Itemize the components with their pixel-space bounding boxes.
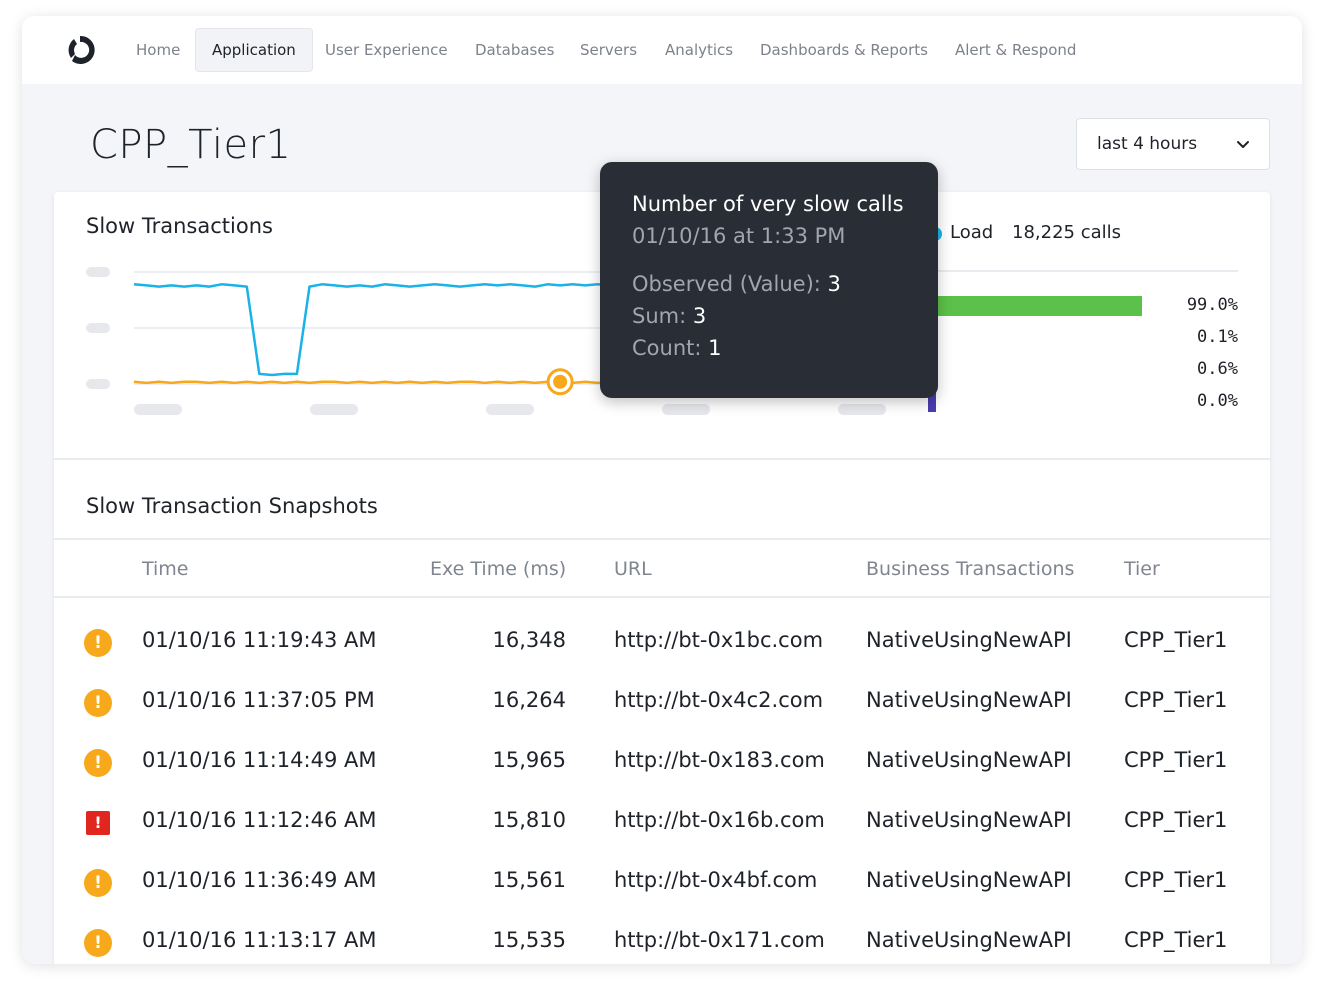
column-header-url[interactable]: URL [614,558,652,580]
cell-business-transaction[interactable]: NativeUsingNewAPI [866,868,1072,892]
cell-exe-time: 16,348 [492,628,566,652]
table-row[interactable]: ! 01/10/16 11:36:49 AM 15,561 http://bt-0x4… [54,852,1270,912]
x-tick-placeholder [486,404,534,415]
cell-business-transaction[interactable]: NativeUsingNewAPI [866,928,1072,952]
cell-exe-time: 15,965 [492,748,566,772]
column-header-exe-time[interactable]: Exe Time (ms) [430,558,567,580]
cell-exe-time: 16,264 [492,688,566,712]
tooltip-sum-value: 3 [692,304,707,328]
x-tick-placeholder [134,404,182,415]
distribution-percent: 0.0% [1197,391,1238,411]
cell-tier: CPP_Tier1 [1124,808,1228,832]
nav-databases[interactable]: Databases [475,41,555,59]
nav-alert-respond[interactable]: Alert & Respond [955,41,1077,59]
logo-icon[interactable] [62,32,98,68]
table-row[interactable]: ! 01/10/16 11:37:05 PM 16,264 http://bt-0x4… [54,672,1270,732]
table-row[interactable]: ! 01/10/16 11:14:49 AM 15,965 http://bt-0x1… [54,732,1270,792]
tooltip-sum: Sum: 3 [632,304,706,328]
nav-application[interactable]: Application [195,28,313,72]
cell-time: 01/10/16 11:12:46 AM [142,808,377,832]
tooltip-date: 01/10/16 at 1:33 PM [632,224,846,248]
top-navigation: Home Application User Experience Databas… [22,16,1302,84]
cell-tier: CPP_Tier1 [1124,628,1228,652]
table-top-divider [54,538,1270,540]
table-row[interactable]: ! 01/10/16 11:13:17 AM 15,535 http://bt-0x1… [54,912,1270,964]
cell-tier: CPP_Tier1 [1124,868,1228,892]
column-header-business-transactions[interactable]: Business Transactions [866,558,1075,580]
nav-user-experience[interactable]: User Experience [325,41,448,59]
cell-url[interactable]: http://bt-0x1bc.com [614,628,824,652]
x-tick-placeholder [310,404,358,415]
warning-icon: ! [84,689,112,717]
column-header-tier[interactable]: Tier [1124,558,1160,580]
time-range-value: last 4 hours [1097,134,1198,154]
chevron-down-icon [1237,141,1249,148]
cell-business-transaction[interactable]: NativeUsingNewAPI [866,748,1072,772]
time-range-select[interactable]: last 4 hours [1076,118,1270,170]
tooltip-observed: Observed (Value): 3 [632,272,841,296]
table-row[interactable]: ! 01/10/16 11:12:46 AM 15,810 http://bt-0x1… [54,792,1270,852]
table-header-divider [54,596,1270,598]
legend-load-value: 18,225 calls [1012,222,1122,243]
cell-tier: CPP_Tier1 [1124,688,1228,712]
distribution-percent: 0.1% [1197,327,1238,347]
cell-time: 01/10/16 11:19:43 AM [142,628,377,652]
cell-time: 01/10/16 11:13:17 AM [142,928,377,952]
cell-tier: CPP_Tier1 [1124,928,1228,952]
cell-url[interactable]: http://bt-0x171.com [614,928,825,952]
cell-time: 01/10/16 11:36:49 AM [142,868,377,892]
tooltip-sum-label: Sum: [632,304,687,328]
distribution-bar[interactable] [928,296,1142,316]
slow-transactions-title: Slow Transactions [86,214,273,238]
app-window: Home Application User Experience Databas… [22,16,1302,964]
cell-url[interactable]: http://bt-0x16b.com [614,808,825,832]
column-header-time[interactable]: Time [142,558,189,580]
warning-icon: ! [84,929,112,957]
tooltip-title: Number of very slow calls [632,192,904,216]
legend-divider [928,270,1238,272]
cell-business-transaction[interactable]: NativeUsingNewAPI [866,628,1072,652]
table-row[interactable]: ! 01/10/16 11:19:43 AM 16,348 http://bt-0x1… [54,612,1270,672]
nav-servers[interactable]: Servers [580,41,638,59]
tooltip-count: Count: 1 [632,336,722,360]
distribution-percent: 0.6% [1197,359,1238,379]
y-tick-placeholder [86,323,110,333]
y-tick-placeholder [86,267,110,277]
warning-icon: ! [84,749,112,777]
nav-analytics[interactable]: Analytics [665,41,734,59]
page-title: CPP_Tier1 [90,122,292,168]
chart-tooltip: Number of very slow calls 01/10/16 at 1:… [600,162,938,398]
nav-home[interactable]: Home [136,41,181,59]
snapshots-title: Slow Transaction Snapshots [86,494,378,518]
warning-icon: ! [84,629,112,657]
highlight-point [553,374,568,389]
tooltip-observed-label: Observed (Value): [632,272,821,296]
cell-exe-time: 15,535 [492,928,566,952]
x-tick-placeholder [662,404,710,415]
legend-load-label: Load [950,222,994,243]
cell-url[interactable]: http://bt-0x4bf.com [614,868,818,892]
distribution-percent: 99.0% [1186,295,1238,315]
distribution-bar[interactable] [928,392,936,412]
nav-dashboards-reports[interactable]: Dashboards & Reports [760,41,928,59]
cell-url[interactable]: http://bt-0x183.com [614,748,825,772]
cell-exe-time: 15,561 [492,868,566,892]
cell-time: 01/10/16 11:14:49 AM [142,748,377,772]
tooltip-observed-value: 3 [827,272,841,296]
warning-icon: ! [84,869,112,897]
cell-time: 01/10/16 11:37:05 PM [142,688,375,712]
cell-tier: CPP_Tier1 [1124,748,1228,772]
section-divider [54,458,1270,460]
error-icon: ! [86,811,110,835]
y-tick-placeholder [86,379,110,389]
tooltip-count-label: Count: [632,336,702,360]
x-tick-placeholder [838,404,886,415]
cell-url[interactable]: http://bt-0x4c2.com [614,688,824,712]
cell-business-transaction[interactable]: NativeUsingNewAPI [866,808,1072,832]
cell-business-transaction[interactable]: NativeUsingNewAPI [866,688,1072,712]
cell-exe-time: 15,810 [492,808,566,832]
tooltip-count-value: 1 [708,336,722,360]
